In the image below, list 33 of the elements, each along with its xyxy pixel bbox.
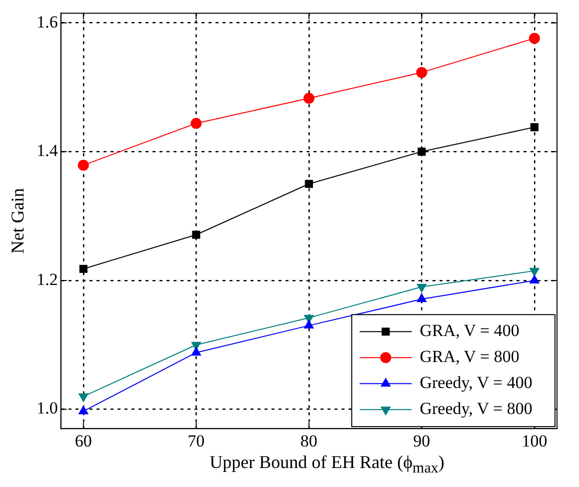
legend-label: GRA, V = 800 [420,347,520,366]
legend-label: GRA, V = 400 [420,321,520,340]
x-tick-label: 60 [74,431,92,450]
point [416,284,427,292]
point [79,264,88,273]
point [530,268,540,276]
point [530,123,538,132]
y-tick-label: 1.2 [36,270,58,289]
point [190,118,202,129]
x-axis-title: Upper Bound of EH Rate (ϕ$_{max}$) [208,452,446,478]
legend-label: Greedy, V = 400 [420,373,532,392]
point [530,274,540,284]
point [192,230,200,239]
y-tick-label: 1.4 [36,141,58,160]
point [303,92,314,104]
y-axis-title: Net Gain [8,188,28,254]
legend-label: Greedy, V = 800 [420,399,532,418]
point [418,148,426,156]
point [78,160,89,171]
point [528,32,540,44]
point [78,393,88,402]
x-tick-label: 90 [413,431,430,450]
point [304,180,313,188]
point [304,320,314,329]
point [416,294,427,302]
point [78,406,88,414]
y-tick-label: 1.0 [36,398,58,418]
point [191,347,201,356]
x-tick-label: 100 [522,431,548,450]
point [416,66,428,78]
x-tick-label: 70 [188,431,205,450]
x-tick-label: 80 [300,431,318,450]
y-tick-label: 1.6 [36,12,58,32]
